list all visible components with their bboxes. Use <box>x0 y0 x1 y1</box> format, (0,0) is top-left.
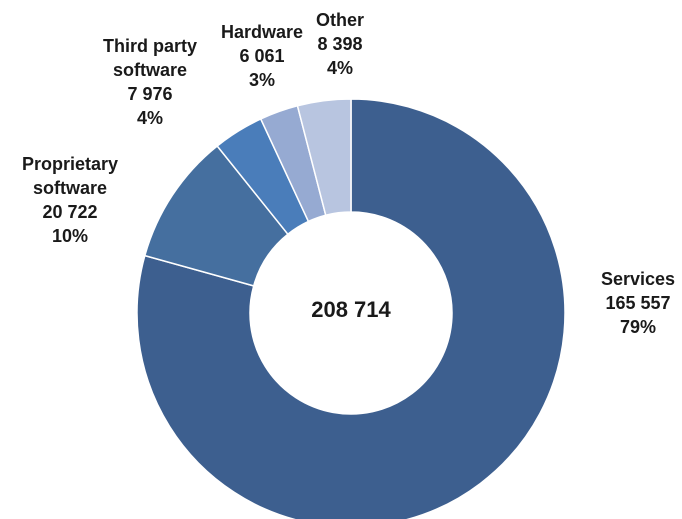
label-line: 165 557 <box>605 293 670 313</box>
label-line: 4% <box>327 58 353 78</box>
label-line: 8 398 <box>317 34 362 54</box>
label-line: 4% <box>137 108 163 128</box>
label-line: 20 722 <box>42 202 97 222</box>
label-line: 3% <box>249 70 275 90</box>
label-other: Other 8 398 4% <box>316 10 364 78</box>
total-label: 208 714 <box>311 297 391 322</box>
label-line: 6 061 <box>239 46 284 66</box>
slice-other <box>296 98 352 217</box>
label-line: Proprietary <box>22 154 118 174</box>
label-line: Third party <box>103 36 197 56</box>
labels-group: Services 165 557 79% Proprietary software 20 … <box>22 10 675 337</box>
label-line: Hardware <box>221 22 303 42</box>
label-line: 79% <box>620 317 656 337</box>
label-line: software <box>113 60 187 80</box>
label-line: 7 976 <box>127 84 172 104</box>
label-services: Services 165 557 79% <box>601 269 675 337</box>
label-line: 10% <box>52 226 88 246</box>
label-hardware: Hardware 6 061 3% <box>221 22 303 90</box>
label-third-party-software: Third party software 7 976 4% <box>103 36 197 128</box>
label-line: Services <box>601 269 675 289</box>
slice-services <box>136 98 566 519</box>
slices-group <box>136 98 566 519</box>
label-line: software <box>33 178 107 198</box>
label-line: Other <box>316 10 364 30</box>
label-proprietary-software: Proprietary software 20 722 10% <box>22 154 118 246</box>
